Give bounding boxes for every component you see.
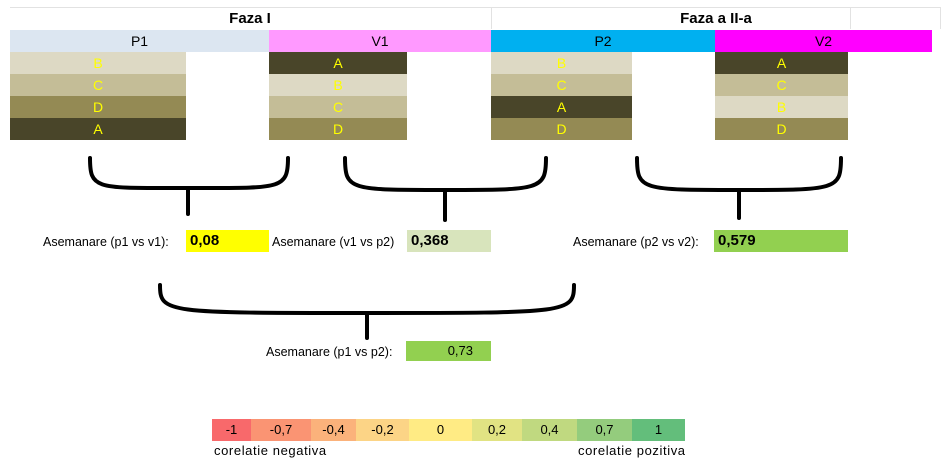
similarity-label-p1-p2: Asemanare (p1 vs p2): (266, 345, 393, 359)
gridline (940, 7, 941, 29)
legend-caption-negative: corelatie negativa (214, 443, 327, 458)
cell-v1-4: D (269, 118, 407, 140)
similarity-value-v1-p2: 0,368 (407, 230, 491, 252)
brace-p2-v2 (635, 156, 843, 220)
cell-v1-1: A (269, 52, 407, 74)
column-header-v2: V2 (715, 30, 932, 52)
legend-cell-0-4: 0,4 (522, 419, 577, 441)
cell-v2-1: A (715, 52, 848, 74)
cell-v1-3: C (269, 96, 407, 118)
gridline (850, 7, 851, 29)
column-header-p1: P1 (10, 30, 269, 52)
cell-p1-3: D (10, 96, 186, 118)
column-header-v1: V1 (269, 30, 491, 52)
cell-p2-2: C (491, 74, 632, 96)
phase-title-1: Faza I (229, 10, 271, 27)
brace-p1-v1 (88, 156, 290, 216)
legend-cell-minus-1: -1 (212, 419, 251, 441)
similarity-label-p2-v2: Asemanare (p2 vs v2): (573, 235, 699, 249)
column-header-p2: P2 (491, 30, 715, 52)
similarity-value-p2-v2: 0,579 (714, 230, 848, 252)
cell-v2-2: C (715, 74, 848, 96)
cell-p2-4: D (491, 118, 632, 140)
cell-v2-3: B (715, 96, 848, 118)
cell-v1-2: B (269, 74, 407, 96)
cell-p1-1: B (10, 52, 186, 74)
similarity-label-v1-p2: Asemanare (v1 vs p2) (272, 235, 395, 249)
brace-p1-p2 (158, 283, 576, 340)
legend-cell-minus-0-4: -0,4 (311, 419, 356, 441)
similarity-value-p1-v1: 0,08 (186, 230, 269, 252)
legend-cell-0-2: 0,2 (472, 419, 522, 441)
legend-cell-0: 0 (409, 419, 472, 441)
cell-p1-2: C (10, 74, 186, 96)
gridline (10, 7, 940, 8)
legend-caption-positive: corelatie pozitiva (578, 443, 686, 458)
legend-cell-1: 1 (632, 419, 685, 441)
cell-p2-1: B (491, 52, 632, 74)
gridline (491, 7, 492, 29)
phase-title-2: Faza a II-a (680, 10, 752, 27)
similarity-value-p1-p2: 0,73 (406, 341, 491, 361)
legend-cell-minus-0-2: -0,2 (356, 419, 409, 441)
legend-cell-0-7: 0,7 (577, 419, 632, 441)
similarity-label-p1-v1: Asemanare (p1 vs v1): (43, 235, 169, 249)
cell-p2-3: A (491, 96, 632, 118)
cell-v2-4: D (715, 118, 848, 140)
legend-cell-minus-0-7: -0,7 (251, 419, 311, 441)
cell-p1-4: A (10, 118, 186, 140)
brace-v1-p2 (343, 156, 548, 222)
